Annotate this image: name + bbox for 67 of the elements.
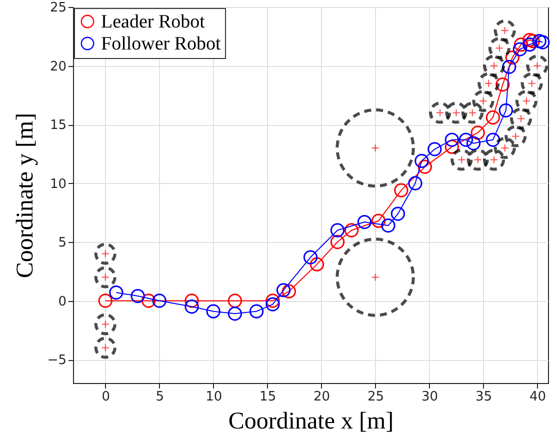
point (206, 304, 220, 318)
x-tick-label: 30 (421, 390, 438, 404)
point (282, 284, 296, 298)
x-tick-label: 15 (260, 390, 276, 404)
point (514, 38, 528, 52)
point (130, 288, 145, 304)
x-tick-label: 20 (314, 390, 330, 404)
point (228, 306, 242, 321)
point (330, 223, 345, 238)
point (512, 42, 528, 56)
point (502, 60, 516, 74)
point (505, 50, 520, 65)
point (390, 206, 406, 221)
point (184, 294, 199, 308)
x-tick-label: 35 (475, 390, 492, 404)
point (98, 294, 112, 308)
point (266, 297, 280, 312)
point (444, 140, 459, 154)
point (496, 77, 510, 92)
point (357, 214, 372, 230)
point (498, 103, 513, 118)
point (303, 250, 318, 264)
point (184, 300, 199, 314)
point (310, 257, 324, 272)
point (428, 142, 442, 156)
point (276, 283, 291, 298)
point (371, 273, 380, 282)
point (486, 132, 500, 147)
x-tick-label: 0 (102, 390, 110, 404)
point (444, 132, 459, 147)
point (344, 223, 359, 238)
point (330, 234, 345, 250)
legend-label: Follower Robot (101, 34, 222, 54)
point (470, 126, 485, 140)
point (408, 176, 422, 190)
point (371, 144, 380, 152)
y-tick-label: 15 (50, 118, 66, 133)
x-axis-title: Coordinate x [m] (228, 408, 394, 434)
point (486, 110, 500, 125)
point (152, 294, 166, 308)
y-tick-label: −5 (47, 353, 66, 368)
point (526, 34, 540, 48)
point (371, 214, 386, 228)
point (249, 304, 264, 318)
point (466, 136, 481, 150)
y-axis-title: Coordinate y [m] (12, 112, 38, 278)
point (141, 294, 156, 308)
x-tick-label: 40 (529, 390, 546, 404)
y-tick-label: 25 (50, 0, 66, 16)
point (414, 154, 429, 168)
point (381, 218, 396, 233)
y-tick-label: 10 (50, 176, 66, 192)
legend-label: Leader Robot (101, 12, 206, 32)
point (394, 183, 408, 198)
x-tick-label: 10 (206, 390, 222, 404)
y-tick-label: 20 (50, 59, 66, 74)
point (109, 285, 124, 300)
x-tick-label: 25 (368, 390, 384, 404)
point (536, 35, 550, 50)
y-tick-label: 0 (58, 294, 66, 310)
point (228, 294, 242, 308)
y-tick-label: 5 (58, 236, 66, 250)
point (522, 38, 537, 52)
point (266, 294, 280, 308)
point (418, 160, 432, 174)
point (458, 132, 474, 147)
x-tick-label: 5 (156, 390, 164, 404)
